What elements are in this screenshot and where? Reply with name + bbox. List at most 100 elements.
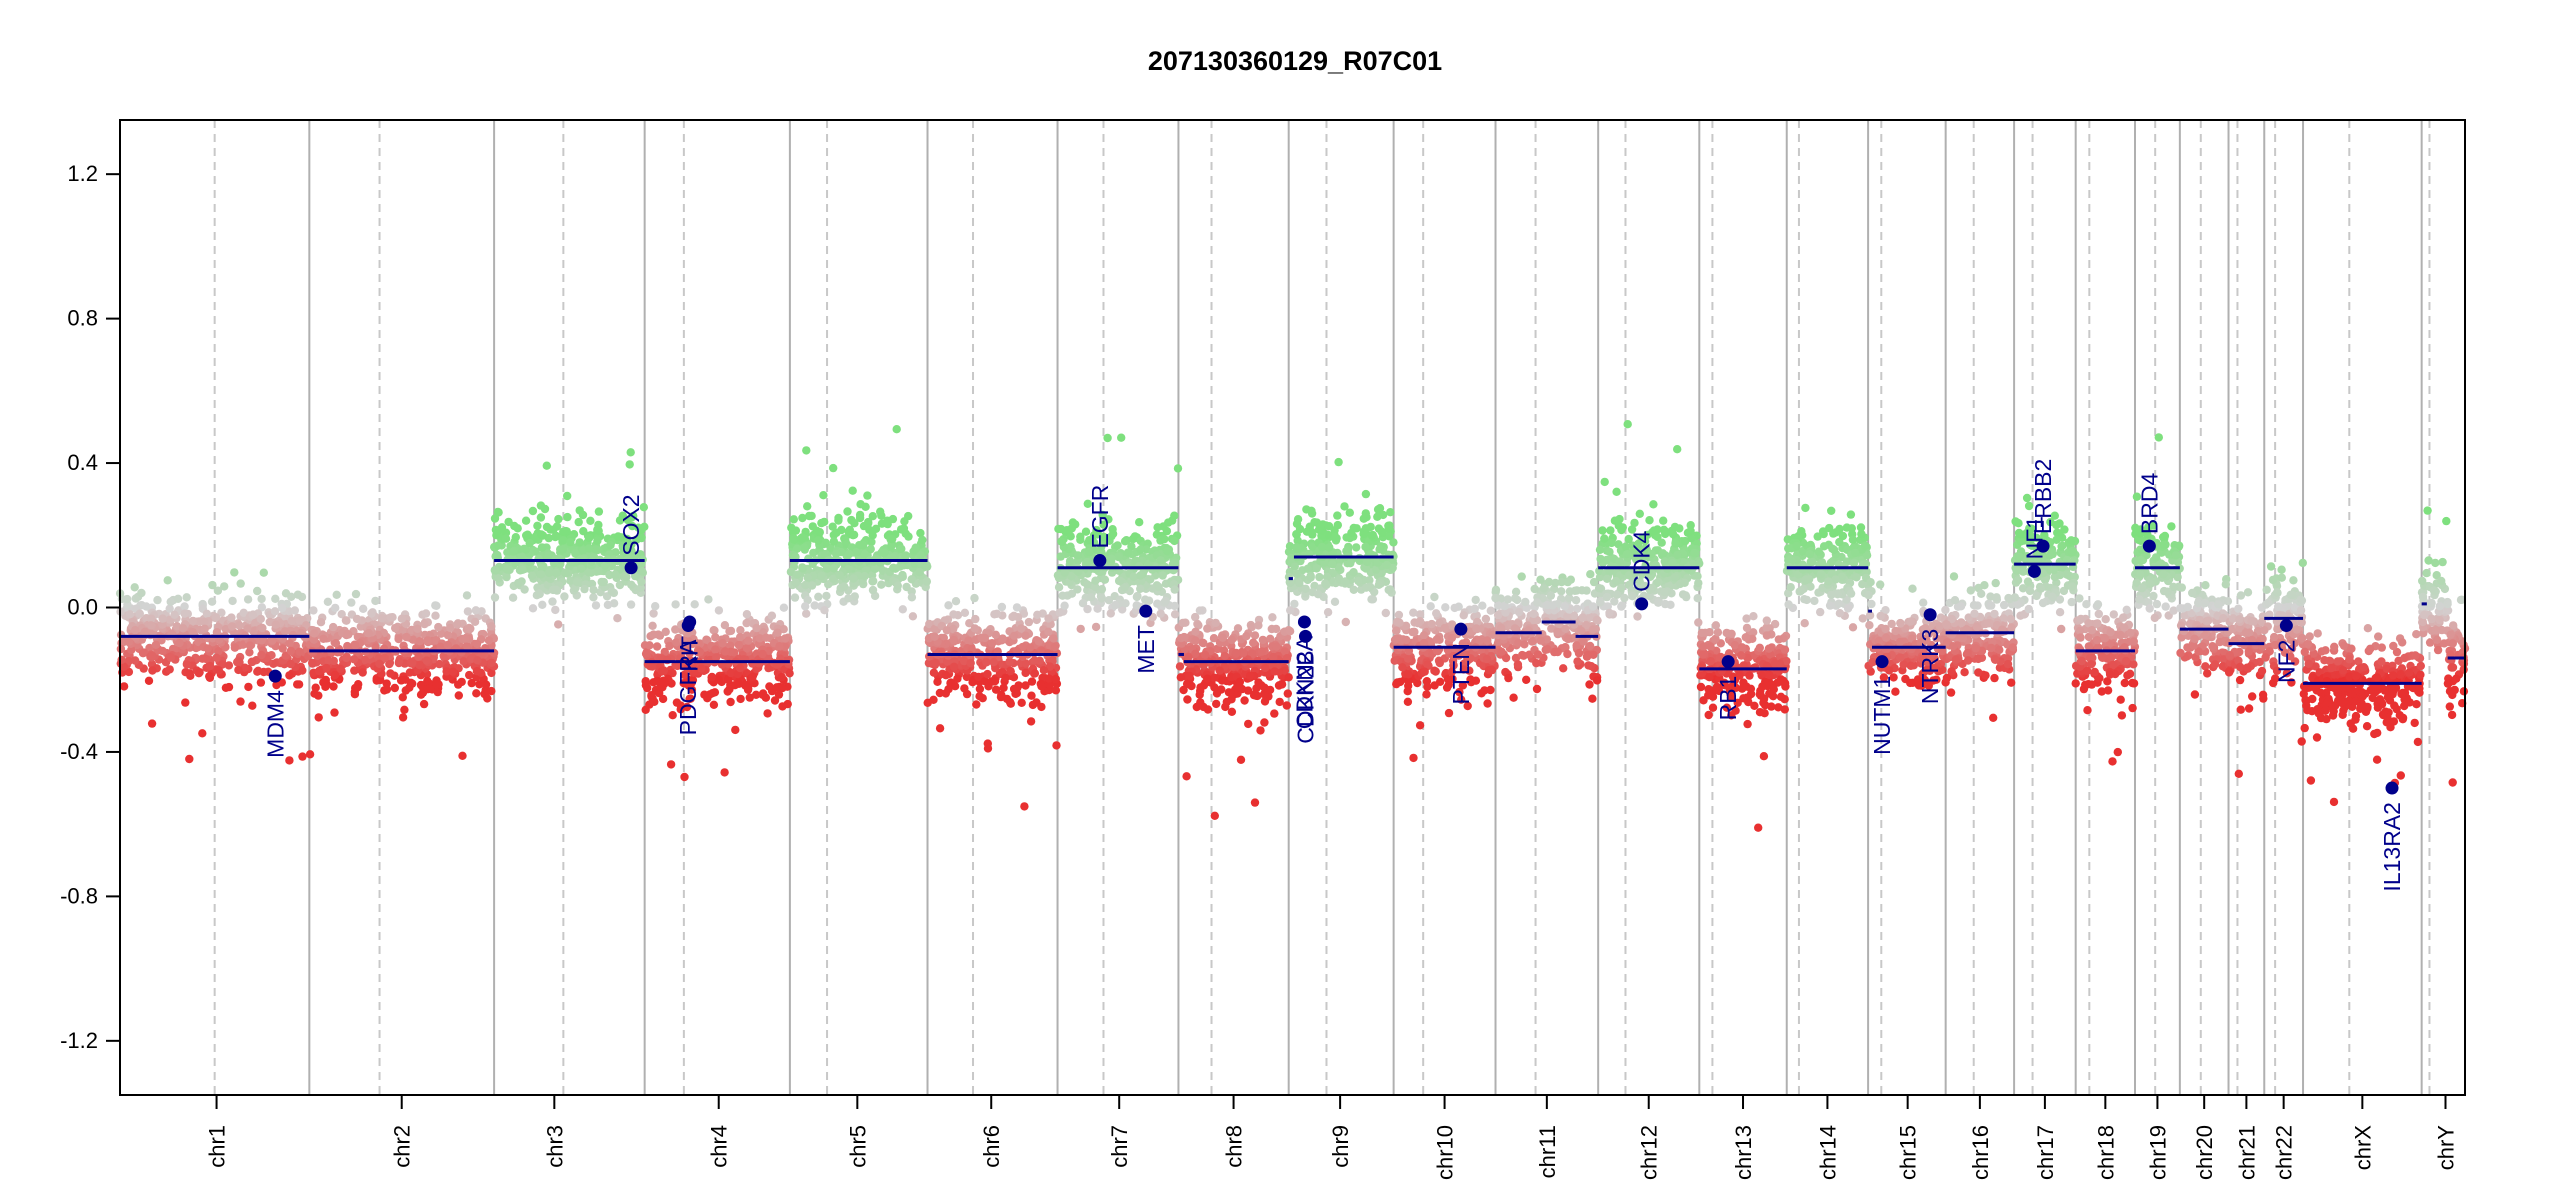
probe-point [1060,568,1069,577]
probe-point [245,641,255,650]
probe-point [1867,599,1876,609]
probe-point [1741,633,1751,642]
probe-point [472,639,482,649]
probe-point [1008,612,1017,622]
probe-point [1705,673,1714,682]
probe-point [1834,599,1844,608]
probe-point [1403,697,1413,706]
probe-point [900,517,909,526]
probe-point [1743,719,1752,729]
probe-point [1514,607,1524,617]
probe-point [1592,615,1602,625]
probe-point [195,668,204,677]
probe-point [1778,677,1787,686]
probe-point [907,575,916,584]
probe-point [185,754,194,764]
probe-point [949,662,959,671]
probe-point [1681,591,1690,600]
probe-point [1481,614,1491,624]
probe-point [208,580,217,590]
probe-point [1658,549,1668,558]
probe-point [1596,598,1605,607]
probe-point [824,580,833,589]
probe-point [1824,577,1833,586]
probe-point [1203,705,1213,714]
probe-point [228,596,237,606]
probe-point [408,679,417,688]
probe-point [230,643,240,652]
probe-point [1848,535,1858,544]
probe-point [1659,525,1669,534]
probe-point [1321,579,1330,588]
probe-point [1833,590,1842,599]
probe-point [518,565,527,574]
probe-point [331,603,340,613]
probe-point [234,665,243,675]
probe-point [1583,650,1592,660]
probe-point [257,650,266,660]
probe-point [458,751,467,760]
probe-point [224,682,234,692]
probe-point [637,567,647,576]
probe-point [1857,529,1866,539]
probe-point [593,525,602,534]
probe-point [822,591,831,601]
probe-point [1168,516,1177,525]
probe-point [1414,618,1424,627]
probe-point [1755,643,1765,652]
probe-point [613,532,623,541]
probe-point [1132,592,1142,602]
probe-point [1596,554,1605,564]
probe-point [443,630,453,640]
probe-point [1044,614,1053,623]
probe-point [408,635,418,644]
probe-point [720,647,730,656]
probe-point [1786,583,1795,592]
probe-point [764,646,773,655]
probe-point [1444,708,1454,718]
probe-point [1210,683,1219,692]
probe-point [461,634,470,643]
probe-point [1792,541,1801,551]
probe-point [124,637,134,647]
probe-point [1668,530,1678,539]
probe-point [1049,634,1058,643]
probe-point [188,628,197,637]
probe-point [1742,693,1752,702]
probe-point [466,624,475,633]
probe-point [1027,691,1036,700]
probe-point [400,705,409,714]
probe-point [235,621,244,630]
probe-point [130,583,139,592]
probe-point [494,574,503,583]
probe-point [1117,433,1126,442]
probe-point [330,708,339,717]
probe-point [1420,667,1429,676]
probe-point [637,533,646,543]
probe-point [1146,575,1155,584]
probe-point [1536,636,1545,645]
probe-point [1668,558,1677,568]
probe-point [1398,663,1407,672]
probe-point [423,636,432,645]
probe-point [1722,628,1731,638]
probe-point [1220,651,1230,661]
probe-point [1542,601,1552,610]
probe-point [330,670,340,680]
probe-point [1659,516,1668,525]
probe-point [764,663,773,673]
probe-point [918,535,927,545]
probe-point [593,536,602,545]
probe-point [1111,600,1120,610]
probe-point [1386,508,1395,517]
probe-point [443,640,452,650]
probe-point [1533,598,1542,607]
probe-point [579,527,588,536]
probe-point [941,671,951,680]
probe-point [1054,583,1064,592]
probe-point [613,614,622,623]
probe-point [298,752,307,761]
probe-point [779,603,789,612]
probe-point [848,486,857,495]
probe-point [1191,627,1200,636]
